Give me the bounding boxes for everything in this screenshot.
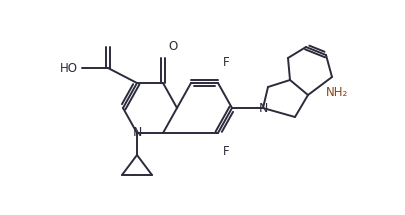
Text: HO: HO: [60, 61, 78, 75]
Text: N: N: [258, 101, 268, 115]
Text: NH₂: NH₂: [326, 86, 348, 98]
Text: F: F: [223, 56, 230, 69]
Text: N: N: [132, 126, 142, 140]
Text: F: F: [223, 145, 230, 158]
Text: O: O: [168, 40, 177, 53]
